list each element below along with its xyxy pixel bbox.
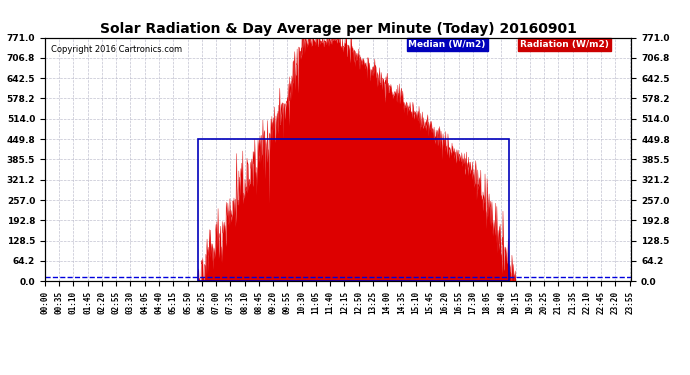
Title: Solar Radiation & Day Average per Minute (Today) 20160901: Solar Radiation & Day Average per Minute…	[99, 22, 577, 36]
Bar	[198, 139, 509, 281]
Text: Radiation (W/m2): Radiation (W/m2)	[520, 40, 609, 49]
Text: Median (W/m2): Median (W/m2)	[408, 40, 486, 49]
Text: Copyright 2016 Cartronics.com: Copyright 2016 Cartronics.com	[51, 45, 182, 54]
